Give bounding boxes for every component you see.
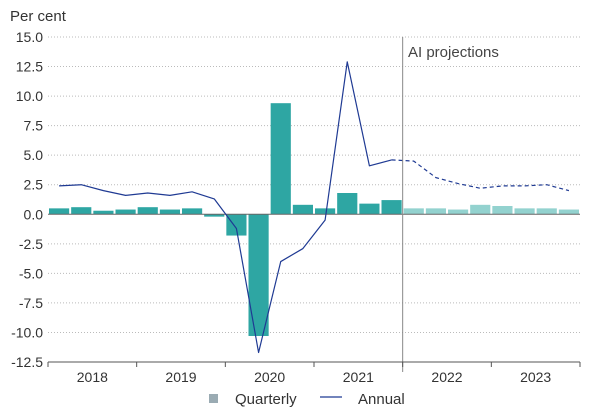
y-tick-label: -7.5 bbox=[19, 295, 43, 311]
quarterly-bar bbox=[492, 206, 513, 215]
y-tick-label: 5.0 bbox=[24, 147, 44, 163]
annual-line bbox=[59, 61, 570, 354]
quarterly-bar bbox=[448, 209, 469, 215]
quarterly-bar bbox=[381, 200, 402, 215]
quarterly-bar bbox=[115, 209, 136, 215]
y-tick-label: 15.0 bbox=[16, 29, 43, 45]
quarterly-bar bbox=[558, 209, 579, 215]
y-tick-label: 12.5 bbox=[16, 59, 43, 75]
x-tick-label: 2022 bbox=[431, 369, 462, 385]
annual-line-history bbox=[59, 61, 392, 354]
quarterly-bar bbox=[470, 204, 491, 215]
quarterly-bar bbox=[536, 208, 557, 215]
x-tick-label: 2021 bbox=[343, 369, 374, 385]
y-tick-label: 7.5 bbox=[24, 118, 44, 134]
quarterly-bar bbox=[49, 208, 70, 215]
legend-quarterly-label: Quarterly bbox=[235, 391, 297, 408]
x-tick-label: 2023 bbox=[520, 369, 551, 385]
x-tick-label: 2018 bbox=[77, 369, 108, 385]
y-tick-label: -5.0 bbox=[19, 265, 43, 281]
quarterly-bar bbox=[71, 207, 92, 215]
x-tick-label: 2020 bbox=[254, 369, 285, 385]
quarterly-bar bbox=[514, 208, 535, 215]
quarterly-bar bbox=[204, 214, 225, 217]
y-tick-label: 2.5 bbox=[24, 177, 44, 193]
y-axis-ticks: 15.0 12.5 10.0 7.5 5.0 2.5 0.0 -2.5 -5.0 -7.5 -10.… bbox=[11, 29, 43, 370]
quarterly-bar bbox=[403, 208, 424, 215]
quarterly-bar bbox=[270, 103, 291, 215]
y-tick-label: -10.0 bbox=[11, 324, 43, 340]
x-tick-label: 2019 bbox=[165, 369, 196, 385]
quarterly-bar bbox=[337, 193, 358, 215]
quarterly-bar bbox=[248, 214, 269, 336]
quarterly-bar bbox=[425, 208, 446, 215]
legend: Quarterly Annual bbox=[209, 391, 405, 408]
quarterly-bars bbox=[49, 103, 579, 336]
quarterly-bar bbox=[359, 203, 380, 215]
y-axis-unit-label: Per cent bbox=[10, 8, 67, 25]
legend-annual-label: Annual bbox=[358, 391, 405, 408]
projection-label: AI projections bbox=[408, 44, 499, 61]
legend-quarterly-swatch bbox=[209, 394, 218, 403]
y-tick-label: -2.5 bbox=[19, 236, 43, 252]
y-tick-label: 10.0 bbox=[16, 88, 43, 104]
quarterly-bar bbox=[182, 208, 203, 215]
quarterly-bar bbox=[137, 207, 158, 215]
annual-line-projection bbox=[391, 159, 570, 192]
quarterly-bar bbox=[315, 208, 336, 215]
y-tick-label: 0.0 bbox=[24, 206, 44, 222]
quarterly-bar bbox=[226, 214, 247, 236]
x-axis: 2018 2019 2020 2021 2022 2023 bbox=[47, 361, 581, 385]
quarterly-bar bbox=[93, 210, 114, 215]
y-tick-label: -12.5 bbox=[11, 354, 43, 370]
quarterly-bar bbox=[159, 209, 180, 215]
gridlines bbox=[48, 36, 580, 363]
quarterly-bar bbox=[292, 204, 313, 215]
